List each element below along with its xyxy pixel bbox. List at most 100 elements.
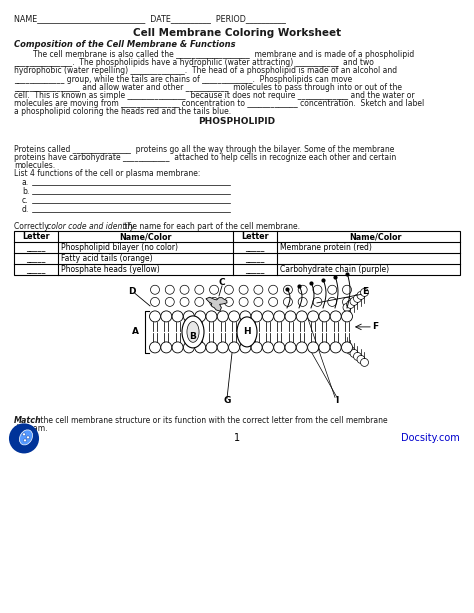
Circle shape bbox=[283, 297, 292, 306]
Text: diagram.: diagram. bbox=[14, 424, 48, 433]
Text: Phosphate heads (yellow): Phosphate heads (yellow) bbox=[61, 265, 160, 275]
Text: B: B bbox=[190, 332, 196, 341]
Circle shape bbox=[24, 439, 27, 442]
Circle shape bbox=[361, 288, 368, 297]
Text: Carbohydrate chain (purple): Carbohydrate chain (purple) bbox=[280, 265, 389, 275]
Circle shape bbox=[27, 436, 29, 439]
Text: _____________ group, while the tails are chains of _____________.  Phospholipids: _____________ group, while the tails are… bbox=[14, 75, 352, 83]
Text: Correctly: Correctly bbox=[14, 223, 51, 231]
Circle shape bbox=[228, 311, 239, 322]
Circle shape bbox=[165, 285, 174, 294]
Circle shape bbox=[217, 311, 228, 322]
Ellipse shape bbox=[237, 317, 257, 347]
Text: Cell Membrane Coloring Worksheet: Cell Membrane Coloring Worksheet bbox=[133, 28, 341, 38]
Text: F: F bbox=[372, 322, 378, 332]
Circle shape bbox=[195, 297, 204, 306]
Circle shape bbox=[296, 311, 307, 322]
Circle shape bbox=[343, 297, 352, 306]
Text: the cell membrane structure or its function with the correct letter from the cel: the cell membrane structure or its funct… bbox=[38, 416, 388, 425]
Text: c.: c. bbox=[22, 196, 28, 205]
Text: Proteins called _______________  proteins go all the way through the bilayer. So: Proteins called _______________ proteins… bbox=[14, 145, 394, 154]
Text: a.: a. bbox=[22, 178, 29, 188]
Circle shape bbox=[217, 342, 228, 353]
Circle shape bbox=[341, 342, 353, 353]
Text: List 4 functions of the cell or plasma membrane:: List 4 functions of the cell or plasma m… bbox=[14, 169, 201, 178]
Text: _____: _____ bbox=[27, 254, 46, 264]
Circle shape bbox=[350, 349, 358, 357]
Circle shape bbox=[161, 342, 172, 353]
Text: _____: _____ bbox=[246, 243, 264, 253]
Text: _______________.  The phospholipids have a hydrophilic (water attracting) ______: _______________. The phospholipids have … bbox=[14, 58, 374, 67]
Circle shape bbox=[180, 285, 189, 294]
Circle shape bbox=[251, 311, 262, 322]
Text: H: H bbox=[243, 327, 251, 337]
Circle shape bbox=[22, 433, 26, 436]
Text: the name for each part of the cell membrane.: the name for each part of the cell membr… bbox=[122, 223, 300, 231]
Text: d.: d. bbox=[22, 205, 29, 215]
Bar bbox=[14, 231, 460, 275]
Circle shape bbox=[206, 342, 217, 353]
Circle shape bbox=[151, 285, 159, 294]
Circle shape bbox=[210, 285, 219, 294]
Circle shape bbox=[180, 297, 189, 306]
Circle shape bbox=[263, 311, 273, 322]
Circle shape bbox=[165, 297, 174, 306]
Text: molecules.: molecules. bbox=[14, 161, 55, 170]
Circle shape bbox=[224, 285, 233, 294]
Circle shape bbox=[298, 285, 307, 294]
Text: Letter: Letter bbox=[22, 232, 50, 242]
Circle shape bbox=[10, 424, 38, 452]
Text: _____: _____ bbox=[246, 254, 264, 264]
Text: A: A bbox=[131, 327, 138, 337]
Circle shape bbox=[319, 311, 330, 322]
Circle shape bbox=[161, 311, 172, 322]
Circle shape bbox=[240, 342, 251, 353]
Text: Docsity.com: Docsity.com bbox=[401, 433, 460, 443]
Text: b.: b. bbox=[22, 188, 29, 196]
Text: Fatty acid tails (orange): Fatty acid tails (orange) bbox=[61, 254, 153, 264]
Text: cell.  This is known as simple _______________  because it does not require ____: cell. This is known as simple __________… bbox=[14, 91, 415, 100]
Circle shape bbox=[357, 291, 365, 299]
Text: I: I bbox=[335, 396, 339, 405]
Circle shape bbox=[269, 297, 278, 306]
Text: Name/Color: Name/Color bbox=[119, 232, 172, 242]
Text: Letter: Letter bbox=[241, 232, 269, 242]
Circle shape bbox=[195, 342, 206, 353]
Circle shape bbox=[346, 300, 355, 308]
Circle shape bbox=[183, 311, 194, 322]
Text: molecules are moving from _______________ concentration to _____________ concent: molecules are moving from ______________… bbox=[14, 99, 424, 109]
Circle shape bbox=[343, 343, 351, 351]
Circle shape bbox=[183, 342, 194, 353]
Circle shape bbox=[298, 297, 307, 306]
Text: _____: _____ bbox=[27, 265, 46, 275]
Text: D: D bbox=[128, 287, 136, 296]
Text: Membrane protein (red): Membrane protein (red) bbox=[280, 243, 372, 253]
Circle shape bbox=[350, 297, 358, 305]
Circle shape bbox=[195, 285, 204, 294]
Circle shape bbox=[328, 297, 337, 306]
Circle shape bbox=[251, 342, 262, 353]
Circle shape bbox=[274, 342, 285, 353]
Ellipse shape bbox=[182, 316, 204, 348]
Circle shape bbox=[269, 285, 278, 294]
Circle shape bbox=[328, 285, 337, 294]
Circle shape bbox=[285, 311, 296, 322]
Circle shape bbox=[195, 311, 206, 322]
Circle shape bbox=[330, 342, 341, 353]
Circle shape bbox=[240, 311, 251, 322]
Circle shape bbox=[354, 352, 362, 360]
Circle shape bbox=[149, 342, 161, 353]
Circle shape bbox=[149, 311, 161, 322]
Text: G: G bbox=[223, 396, 231, 405]
Circle shape bbox=[308, 342, 319, 353]
Circle shape bbox=[357, 356, 365, 364]
Circle shape bbox=[206, 311, 217, 322]
Ellipse shape bbox=[19, 430, 33, 445]
Circle shape bbox=[210, 297, 219, 306]
Circle shape bbox=[313, 285, 322, 294]
Circle shape bbox=[254, 297, 263, 306]
Circle shape bbox=[172, 342, 183, 353]
Text: 1: 1 bbox=[234, 433, 240, 443]
Text: _________________ and allow water and other ___________  molecules to pass throu: _________________ and allow water and ot… bbox=[14, 83, 402, 92]
Text: color code and identify: color code and identify bbox=[47, 223, 135, 231]
